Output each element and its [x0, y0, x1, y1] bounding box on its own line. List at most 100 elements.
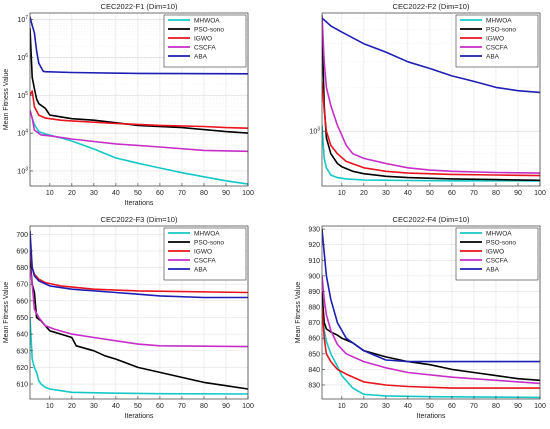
- series-group: [322, 229, 540, 399]
- legend: MHWOA PSO-sono IGWO CSCFA ABA: [163, 227, 247, 281]
- x-tick-label: 100: [242, 190, 254, 197]
- legend-label: PSO-sono: [486, 27, 516, 34]
- series-line-pso-sono: [30, 259, 248, 390]
- legend-label: MHWOA: [194, 18, 220, 25]
- chart-panel-1: 10 20 30 40 50 60 70 80 90 100 103 104 105 106 107 CEC2…: [3, 2, 254, 207]
- x-tick-label: 70: [178, 403, 186, 410]
- axes-box: [29, 12, 249, 187]
- x-tick-label: 80: [492, 403, 500, 410]
- x-tick-label: 50: [134, 403, 142, 410]
- y-tick-label: 104: [17, 129, 28, 138]
- x-tick-label: 50: [426, 403, 434, 410]
- series-line-cscfa: [322, 275, 540, 385]
- y-tick-label: 105: [17, 91, 28, 100]
- y-tick-label: 680: [16, 265, 28, 272]
- y-tick-label: 930: [308, 227, 320, 234]
- y-tick-label: 880: [308, 305, 320, 312]
- x-tick-label: 10: [46, 403, 54, 410]
- x-tick-label: 30: [382, 403, 390, 410]
- x-tick-label: 20: [360, 403, 368, 410]
- x-tick-label: 90: [222, 403, 230, 410]
- x-tick-label: 80: [200, 403, 208, 410]
- chart-title: CEC2022-F1 (Dim=10): [101, 2, 178, 11]
- x-tick-label: 60: [448, 403, 456, 410]
- y-tick-label: 890: [308, 289, 320, 296]
- legend-label: ABA: [486, 54, 500, 61]
- legend-label: IGWO: [486, 249, 504, 256]
- axes-box: [29, 225, 249, 400]
- series-line-mhwoa: [322, 306, 540, 399]
- x-tick-label: 20: [360, 190, 368, 197]
- series-line-cscfa: [30, 110, 248, 153]
- x-tick-label: 60: [156, 403, 164, 410]
- y-tick-label: 650: [16, 315, 28, 322]
- series-line-pso-sono: [322, 291, 540, 382]
- grid: [322, 226, 541, 399]
- y-tick-label: 830: [308, 382, 320, 389]
- x-tick-label: 100: [534, 190, 546, 197]
- legend: MHWOA PSO-sono IGWO CSCFA ABA: [163, 14, 247, 68]
- legend-box: [163, 227, 247, 281]
- series-line-cscfa: [30, 267, 248, 348]
- legend-label: ABA: [194, 267, 208, 274]
- y-axis-label: Mean Fitness Value: [295, 282, 302, 343]
- y-tick-label: 840: [308, 367, 320, 374]
- x-tick-label: 30: [90, 190, 98, 197]
- legend-label: PSO-sono: [194, 240, 224, 247]
- legend: MHWOA PSO-sono IGWO CSCFA ABA: [455, 14, 539, 68]
- y-axis-label: Mean Fitness Value: [3, 69, 10, 130]
- chart-title: CEC2022-F2 (Dim=10): [393, 2, 470, 11]
- x-tick-label: 50: [134, 190, 142, 197]
- x-axis-label: Iterations: [417, 413, 446, 420]
- x-tick-label: 60: [156, 190, 164, 197]
- x-tick-label: 70: [470, 190, 478, 197]
- legend-label: PSO-sono: [194, 27, 224, 34]
- series-line-mhwoa: [322, 125, 540, 182]
- x-tick-label: 10: [338, 190, 346, 197]
- legend-label: MHWOA: [194, 231, 220, 238]
- x-tick-label: 100: [242, 403, 254, 410]
- series-line-mhwoa: [30, 110, 248, 185]
- x-axis-label: Iterations: [125, 413, 154, 420]
- x-tick-label: 100: [534, 403, 546, 410]
- legend-label: IGWO: [194, 36, 212, 43]
- legend-label: CSCFA: [194, 45, 216, 52]
- y-tick-label: 870: [308, 320, 320, 327]
- series-line-igwo: [322, 306, 540, 389]
- legend-box: [455, 14, 539, 68]
- y-tick-label: 620: [16, 365, 28, 372]
- y-tick-label: 630: [16, 348, 28, 355]
- x-tick-label: 30: [90, 403, 98, 410]
- x-tick-label: 20: [68, 190, 76, 197]
- legend-box: [163, 14, 247, 68]
- series-line-pso-sono: [30, 28, 248, 134]
- x-tick-label: 40: [404, 190, 412, 197]
- y-tick-label: 107: [17, 15, 28, 24]
- x-tick-label: 40: [112, 403, 120, 410]
- legend-label: MHWOA: [486, 231, 512, 238]
- x-axis-label: Iterations: [125, 200, 154, 207]
- y-tick-label: 103: [17, 166, 28, 175]
- x-tick-label: 80: [200, 190, 208, 197]
- legend-label: CSCFA: [194, 258, 216, 265]
- y-tick-label: 690: [16, 248, 28, 255]
- x-tick-label: 40: [112, 190, 120, 197]
- legend-label: IGWO: [486, 36, 504, 43]
- x-tick-label: 80: [492, 190, 500, 197]
- x-tick-label: 60: [448, 190, 456, 197]
- y-tick-label: 920: [308, 242, 320, 249]
- axes-box: [321, 12, 541, 187]
- legend: MHWOA PSO-sono IGWO CSCFA ABA: [455, 227, 539, 281]
- y-tick-label: 103: [309, 127, 320, 136]
- chart-title: CEC2022-F4 (Dim=10): [393, 215, 470, 224]
- x-tick-label: 90: [222, 190, 230, 197]
- series-line-igwo: [322, 81, 540, 177]
- y-tick-label: 640: [16, 332, 28, 339]
- series-line-cscfa: [322, 14, 540, 174]
- series-line-aba: [322, 229, 540, 363]
- series-line-mhwoa: [30, 317, 248, 395]
- axes-box: [321, 225, 541, 400]
- y-tick-label: 670: [16, 282, 28, 289]
